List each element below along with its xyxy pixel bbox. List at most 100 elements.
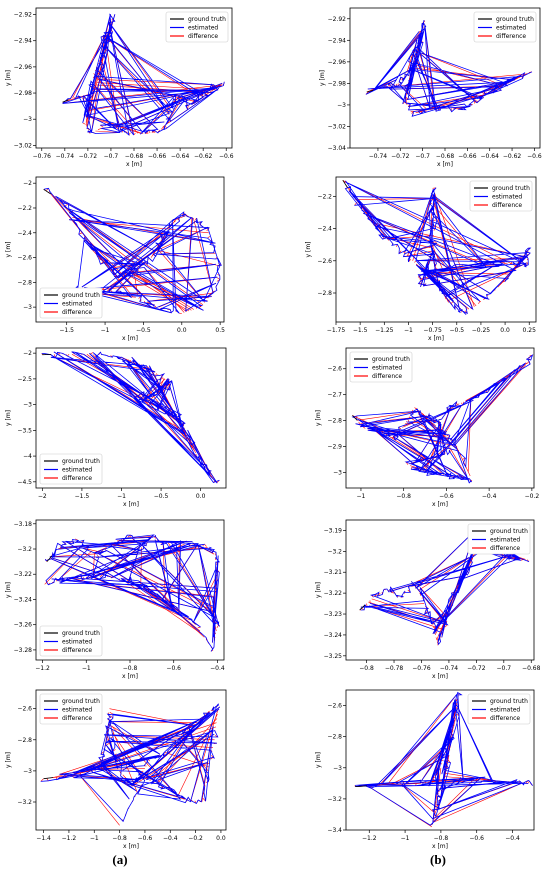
difference-segment — [193, 217, 214, 294]
x-tick-label: 0.0 — [196, 493, 206, 500]
x-axis-label: x [m] — [126, 161, 142, 168]
difference-segment — [110, 721, 198, 723]
difference-segment — [431, 248, 477, 307]
y-tick-label: −3.2 — [327, 796, 342, 803]
y-tick-label: −2.5 — [17, 376, 32, 383]
axes-frame — [345, 519, 535, 661]
difference-segment — [140, 95, 181, 135]
y-tick-label: −3.02 — [328, 123, 347, 130]
x-tick-label: 0.5 — [215, 327, 225, 334]
x-tick-label: −0.2 — [525, 493, 540, 500]
x-tick-label: −0.8 — [359, 665, 374, 672]
x-tick-label: −1.75 — [327, 327, 346, 334]
y-tick-label: −2.4 — [17, 230, 32, 237]
legend-label: ground truth — [496, 16, 534, 23]
ground-truth-line — [62, 99, 69, 103]
difference-segment — [216, 625, 219, 628]
difference-segment — [413, 49, 503, 86]
y-tick-label: −3.2 — [17, 799, 32, 806]
x-tick-label: −0.6 — [469, 835, 484, 842]
estimated-line — [365, 20, 533, 117]
x-tick-label: −0.66 — [148, 153, 167, 160]
axes-frame — [345, 347, 535, 489]
difference-segment — [454, 442, 471, 477]
x-tick-label: −0.78 — [385, 665, 404, 672]
plot-area-a2 — [43, 187, 222, 314]
y-tick-label: −2.6 — [17, 255, 32, 262]
plot-area-a1 — [62, 13, 225, 137]
difference-segment — [40, 778, 44, 782]
ground-truth-line — [342, 179, 348, 188]
y-tick-label: −4 — [23, 453, 32, 460]
axes-frame — [35, 176, 225, 323]
estimated-line — [41, 351, 220, 484]
legend-label: ground truth — [62, 630, 100, 637]
difference-segment — [193, 574, 218, 623]
y-tick-label: −2.7 — [327, 392, 342, 399]
difference-segment — [444, 772, 497, 782]
y-axis-label: y [m] — [5, 582, 12, 598]
caption-b: (b) — [430, 852, 446, 867]
difference-segment — [69, 219, 209, 234]
difference-segment — [444, 624, 448, 628]
chart-a4: −1.2 −1 −0.8 −0.6 −0.4 −3.18 −3.2 −3.22 −3.24 −3.… — [5, 519, 225, 680]
chart-a5: −1.4 −1.2 −1 −0.8 −0.6 −0.4 −0.2 0.0 −2.6 −2.8 −3 −… — [5, 689, 227, 850]
estimated-line — [44, 187, 222, 314]
x-tick-label: −1.2 — [362, 835, 377, 842]
difference-segment — [468, 397, 472, 472]
legend-label: ground truth — [62, 698, 100, 705]
x-tick-label: −0.8 — [396, 493, 411, 500]
y-tick-label: −2.6 — [327, 703, 342, 710]
x-axis-label: x [m] — [122, 673, 138, 680]
legend-label: estimated — [188, 25, 218, 32]
y-tick-label: −2 — [23, 180, 32, 187]
difference-segment — [433, 240, 438, 244]
difference-segment — [97, 79, 214, 86]
x-tick-label: −1 — [101, 327, 110, 334]
difference-segment — [140, 547, 142, 585]
y-tick-label: −2.6 — [317, 258, 332, 265]
legend-label: estimated — [62, 707, 92, 714]
y-tick-label: −2.6 — [17, 706, 32, 713]
y-tick-label: −2.98 — [14, 90, 33, 97]
difference-segment — [46, 778, 49, 781]
x-axis-label: x [m] — [123, 501, 139, 508]
y-tick-label: −4.5 — [17, 479, 32, 486]
difference-segment — [109, 711, 114, 715]
y-tick-label: −2.8 — [17, 279, 32, 286]
plot-area-a4 — [44, 534, 221, 652]
x-tick-label: −0.5 — [136, 327, 151, 334]
x-tick-label: −1.4 — [36, 835, 51, 842]
y-tick-label: −3.25 — [324, 653, 343, 660]
x-tick-label: −1 — [82, 665, 91, 672]
y-tick-label: −3 — [333, 765, 342, 772]
y-tick-label: −2.2 — [17, 205, 32, 212]
legend-label: estimated — [490, 707, 520, 714]
difference-segment — [210, 709, 215, 712]
legend-label: estimated — [372, 365, 402, 372]
difference-segment — [446, 403, 460, 412]
y-tick-label: −2.6 — [327, 366, 342, 373]
x-axis-label: x [m] — [428, 335, 444, 342]
x-axis-label: x [m] — [432, 501, 448, 508]
x-tick-label: −0.4 — [505, 835, 520, 842]
y-tick-label: −3 — [337, 102, 346, 109]
difference-segment — [217, 277, 221, 280]
x-tick-label: −0.4 — [210, 665, 225, 672]
x-tick-label: −0.6 — [527, 153, 542, 160]
y-axis-label: y [m] — [315, 752, 322, 768]
y-axis-label: y [m] — [315, 582, 322, 598]
legend-label: difference — [62, 715, 92, 722]
x-tick-label: −0.76 — [33, 153, 52, 160]
y-tick-label: −3.26 — [14, 622, 33, 629]
difference-segment — [371, 598, 446, 624]
x-tick-label: −0.7 — [415, 153, 430, 160]
legend-label: estimated — [62, 467, 92, 474]
y-tick-label: −2.92 — [14, 12, 33, 19]
chart-a3: −2 −1.5 −1 −0.5 0.0 −2 −2.5 −3 −3.5 −4 −4.5 x [m] y … — [5, 347, 227, 508]
chart-b3: −1 −0.8 −0.6 −0.4 −0.2 −2.6 −2.7 −2.8 −2.9 −3 x [m… — [315, 347, 540, 508]
ground-truth-line — [352, 415, 358, 421]
